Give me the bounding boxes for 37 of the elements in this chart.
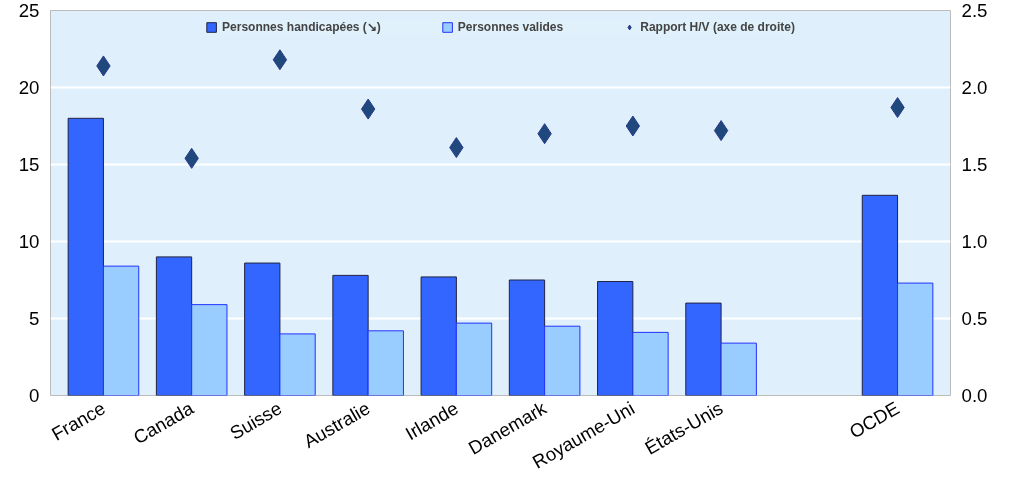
y-tick-label: 25 bbox=[18, 0, 40, 21]
bar bbox=[544, 325, 581, 396]
y-tick-label: 5 bbox=[29, 308, 40, 329]
bar bbox=[597, 281, 634, 396]
bar bbox=[861, 194, 899, 396]
y2-tick-label: 0.5 bbox=[961, 308, 988, 329]
bar bbox=[155, 256, 193, 396]
bar bbox=[244, 262, 281, 396]
y-tick-label: 15 bbox=[18, 154, 40, 175]
bar bbox=[508, 279, 546, 396]
bar bbox=[720, 342, 757, 396]
point bbox=[625, 115, 641, 137]
bar bbox=[685, 302, 722, 396]
bar bbox=[67, 117, 104, 396]
legend-label: Personnes handicapées (↘) bbox=[222, 20, 381, 34]
bar bbox=[420, 276, 457, 396]
y-tick-label: 10 bbox=[18, 231, 40, 252]
y-tick-label: 0 bbox=[29, 385, 40, 406]
bar bbox=[102, 265, 140, 396]
point bbox=[360, 98, 376, 120]
y2-tick-label: 1.0 bbox=[961, 231, 988, 252]
y-tick-label: 20 bbox=[18, 77, 40, 98]
y2-tick-label: 1.5 bbox=[961, 154, 988, 175]
bar bbox=[455, 322, 493, 396]
bar bbox=[367, 330, 404, 396]
y2-tick-label: 2.5 bbox=[961, 0, 988, 21]
legend-label: Personnes valides bbox=[457, 20, 564, 34]
y2-tick-label: 0.0 bbox=[961, 385, 988, 406]
bar bbox=[279, 333, 316, 396]
bar bbox=[332, 274, 369, 396]
bar bbox=[191, 304, 228, 396]
bar bbox=[632, 331, 669, 396]
y2-tick-label: 2.0 bbox=[961, 77, 988, 98]
legend-label: Rapport H/V (axe de droite) bbox=[640, 20, 795, 34]
point bbox=[713, 120, 729, 142]
point bbox=[272, 49, 288, 71]
bar bbox=[897, 282, 934, 396]
